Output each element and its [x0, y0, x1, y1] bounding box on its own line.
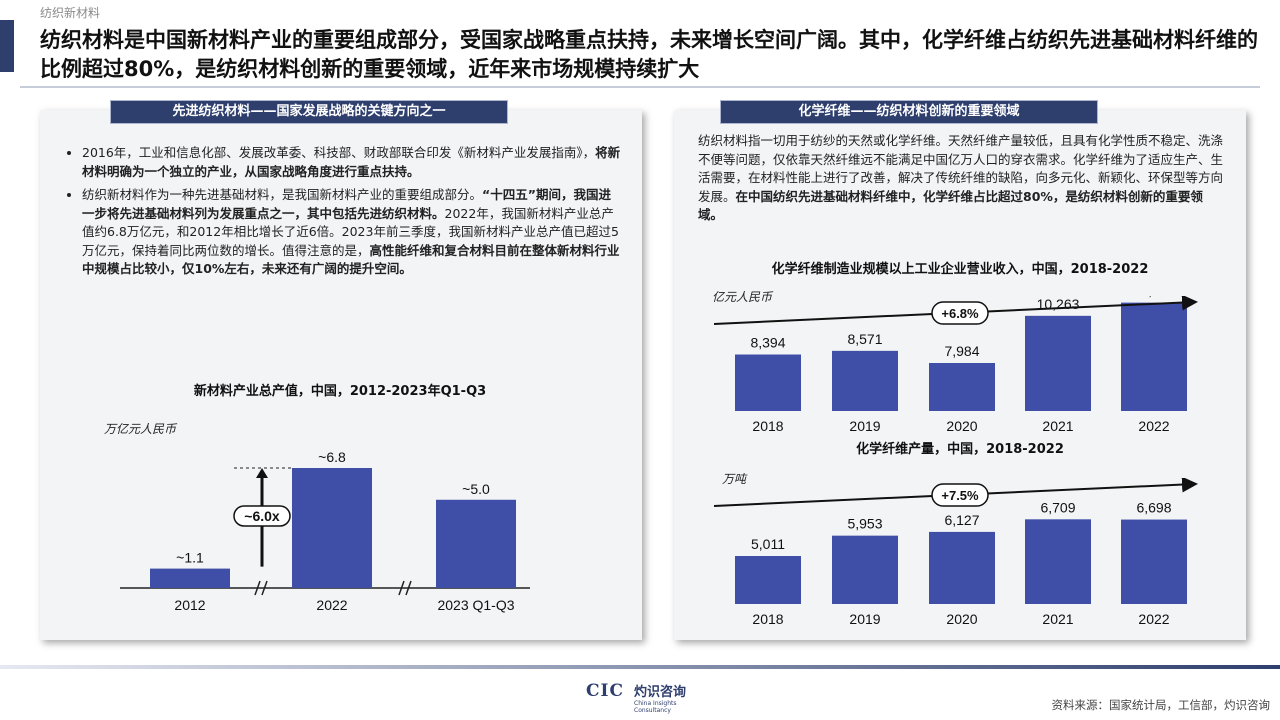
logo-mark: CIC	[586, 681, 625, 701]
growth-badge	[233, 505, 291, 527]
data-label: ~1.1	[176, 550, 204, 566]
data-label: 7,984	[944, 343, 979, 359]
bullet-bold-text: 高性能纤维和复合材料目前在整体新材料行业中规模占比较小，仅10%左右，未来还有广…	[82, 242, 620, 277]
logo-cn: 灼识咨询	[634, 685, 687, 700]
tick-label: 2022	[1138, 418, 1169, 434]
bar	[1121, 519, 1187, 604]
page-headline: 纺织材料是中国新材料产业的重要组成部分，受国家战略重点扶持，未来增长空间广阔。其…	[40, 28, 1258, 81]
logo-en: China Insights Consultancy	[634, 700, 677, 714]
materials-chart-unit: 万亿元人民币	[104, 422, 177, 436]
data-label: 6,698	[1136, 500, 1171, 516]
cagr-badge	[931, 301, 989, 325]
bar	[832, 350, 898, 411]
tick-label: 2023 Q1-Q3	[437, 597, 514, 613]
bar	[929, 531, 995, 604]
footer-band	[0, 665, 1280, 669]
materials-chart-title: 新材料产业总产值，中国，2012-2023年Q1-Q3	[193, 384, 487, 399]
bullet-text: 纺织新材料作为一种先进基础材料，是我国新材料产业的重要组成部分。	[82, 187, 483, 202]
revenue-chart: 8,39420188,57120197,984202010,263202110,…	[713, 296, 1198, 434]
left-bullet-list: 2016年，工业和信息化部、发展改革委、科技部、财政部联合印发《新材料产业发展指…	[60, 144, 622, 284]
section-tag: 纺织新材料	[40, 6, 101, 20]
data-label: 8,571	[847, 331, 882, 347]
axis-break-1	[254, 580, 268, 596]
tick-label: 2020	[946, 611, 977, 627]
bullet-item: 2016年，工业和信息化部、发展改革委、科技部、财政部联合印发《新材料产业发展指…	[82, 144, 622, 181]
cagr-badge	[931, 483, 989, 507]
tick-label: 2012	[174, 597, 205, 613]
company-logo: CIC 灼识咨询 China Insights Consultancy	[586, 681, 706, 714]
right-paragraph: 纺织材料指一切用于纺纱的天然或化学纤维。天然纤维产量较低，且具有化学性质不稳定、…	[698, 132, 1226, 225]
data-label: 6,709	[1040, 499, 1075, 515]
bar	[735, 354, 801, 411]
tick-label: 2022	[1138, 611, 1169, 627]
data-label: 10,901	[1133, 296, 1176, 299]
revenue-chart-unit: 亿元人民币	[712, 290, 773, 304]
bar	[929, 363, 995, 411]
data-label: ~5.0	[462, 481, 490, 497]
bar	[150, 568, 230, 588]
bar	[735, 556, 801, 604]
growth-arrow-head	[256, 468, 268, 478]
tick-label: 2019	[849, 418, 880, 434]
data-label: 5,011	[751, 536, 785, 552]
growth-badge-label: ~6.0x	[244, 508, 280, 524]
cagr-badge-label: +6.8%	[941, 306, 979, 321]
bullet-text: 2022年，我国新材料产业总产值约6.8万亿元，和2012年相比增长了近6倍。2…	[82, 205, 619, 258]
data-label: ~6.8	[318, 449, 346, 465]
source-note: 资料来源：国家统计局，工信部，灼识咨询	[1051, 698, 1271, 712]
paragraph-text: 纺织材料指一切用于纺纱的天然或化学纤维。天然纤维产量较低，且具有化学性质不稳定、…	[698, 133, 1224, 204]
tick-label: 2021	[1042, 611, 1073, 627]
left-panel-header: 先进纺织材料——国家发展战略的关键方向之一	[110, 100, 508, 124]
bullet-bold-text: “十四五”期间，我国进一步将先进基础材料列为发展重点之一，其中包括先进纺织材料。	[82, 187, 611, 221]
bullet-text: 2016年，工业和信息化部、发展改革委、科技部、财政部联合印发《新材料产业发展指…	[82, 145, 596, 160]
data-label: 5,953	[847, 516, 882, 532]
accent-bar	[0, 20, 14, 72]
paragraph-bold-text: 在中国纺织先进基础材料纤维中，化学纤维占比超过80%，是纺织材料创新的重要领域。	[698, 188, 1203, 223]
tick-label: 2018	[752, 611, 783, 627]
right-panel-header: 化学纤维——纺织材料创新的重要领域	[720, 100, 1098, 124]
tick-label: 2022	[316, 597, 347, 613]
bar	[292, 468, 372, 588]
output-chart: 5,011 2018 5,953 2019 6,127 2020 6,709 2021 6,69…	[713, 478, 1198, 627]
data-label: 6,127	[944, 512, 979, 528]
output-chart-title: 化学纤维产量，中国，2018-2022	[856, 442, 1064, 457]
data-label: 8,394	[750, 335, 785, 351]
tick-label: 2019	[849, 611, 880, 627]
bar	[1025, 315, 1091, 411]
bar	[832, 535, 898, 604]
tick-label: 2020	[946, 418, 977, 434]
bullet-bold-text: 将新材料明确为一个独立的产业，从国家战略角度进行重点扶持。	[82, 145, 621, 179]
output-chart-unit: 万吨	[722, 472, 747, 486]
axis-break-2	[398, 580, 412, 596]
cagr-badge-label: +7.5%	[941, 488, 979, 503]
bar	[1025, 519, 1091, 604]
bar	[436, 499, 516, 588]
materials-chart: ~1.1 2012 ~6.8 2022 ~5.0 2023 Q1-Q3 ~6.0x	[120, 449, 530, 613]
bar	[1121, 302, 1187, 411]
header-divider	[20, 86, 1260, 88]
tick-label: 2021	[1042, 418, 1073, 434]
revenue-chart-title: 化学纤维制造业规模以上工业企业营业收入，中国，2018-2022	[771, 262, 1149, 277]
bullet-item: 纺织新材料作为一种先进基础材料，是我国新材料产业的重要组成部分。“十四五”期间，…	[82, 186, 622, 279]
tick-label: 2018	[752, 418, 783, 434]
